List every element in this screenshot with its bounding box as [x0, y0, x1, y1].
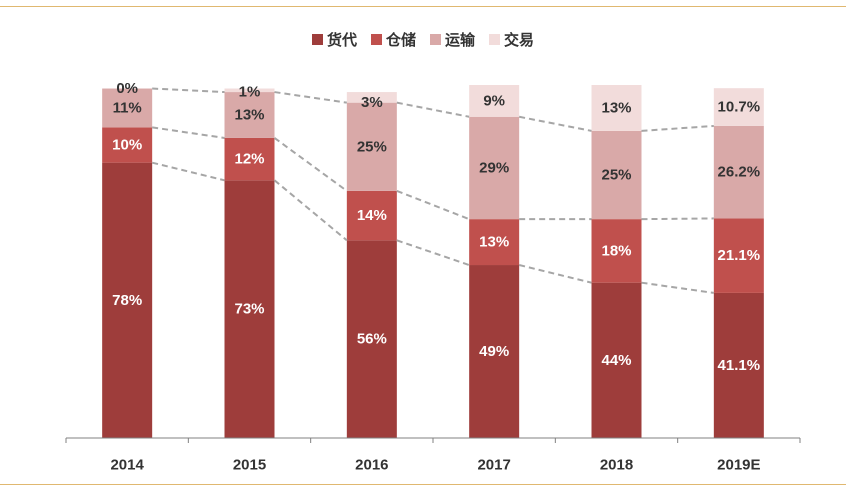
bars-group [102, 85, 764, 438]
legend-item-trading: 交易 [489, 29, 534, 50]
data-label-2014-2: 11% [113, 99, 142, 116]
data-label-2016-2: 25% [357, 138, 387, 155]
data-label-2015-0: 73% [234, 301, 264, 318]
bar-segment-2016-0 [346, 240, 397, 438]
bar-segment-2017-1 [469, 219, 520, 266]
bar-segment-2018-3 [591, 85, 642, 131]
bar-segment-2016-3 [346, 92, 397, 103]
connector-line-2-2 [396, 101, 470, 118]
data-label-2018-3: 13% [601, 99, 631, 116]
data-label-2016-1: 14% [357, 207, 387, 224]
connector-lines-group [151, 87, 714, 294]
connector-line-0-0 [151, 161, 225, 182]
data-label-2015-2: 13% [234, 107, 264, 124]
bar-segment-2019E-0 [713, 292, 764, 438]
x-tick-label-2018: 2018 [600, 457, 633, 474]
data-label-2016-3: 3% [361, 94, 383, 111]
data-label-2017-1: 13% [479, 234, 509, 251]
legend-item-transport: 运输 [430, 29, 475, 50]
data-label-2014-1: 10% [112, 137, 142, 154]
data-labels-group: 78% 10% 11% 0% 73% 12% 13% 1% 56% 14% 25% 3% 49% 13% 2… [112, 80, 760, 374]
data-label-2019E-0: 41.1% [718, 357, 761, 374]
data-label-2015-3: 1% [239, 84, 261, 101]
data-label-2016-0: 56% [357, 331, 387, 348]
x-tick-label-2016: 2016 [355, 457, 388, 474]
data-label-2014-0: 78% [112, 292, 142, 309]
data-label-2017-3: 9% [483, 92, 505, 109]
x-tick-label-2014: 2014 [110, 457, 144, 474]
bar-segment-2017-2 [469, 116, 520, 220]
bar-segment-2015-2 [224, 92, 275, 138]
bar-segment-2018-0 [591, 282, 642, 438]
legend-swatch-transport [430, 34, 441, 45]
data-label-2015-1: 12% [234, 151, 264, 168]
data-label-2014-3: 0% [116, 80, 138, 97]
legend-label-transport: 运输 [445, 32, 476, 49]
bottom-border [0, 484, 846, 485]
bar-segment-2015-1 [224, 137, 275, 181]
connector-line-2-1 [396, 189, 470, 221]
data-label-2018-1: 18% [601, 242, 631, 259]
bar-segment-2015-0 [224, 180, 275, 438]
bar-segment-2016-2 [346, 102, 397, 191]
bar-segment-2017-3 [469, 85, 520, 117]
connector-line-1-2 [274, 91, 347, 104]
bar-segment-2014-0 [102, 162, 153, 438]
data-label-2017-0: 49% [479, 343, 509, 360]
connector-line-4-2 [641, 124, 714, 132]
data-label-2018-0: 44% [601, 352, 631, 369]
connector-line-0-1 [152, 126, 225, 139]
x-tick-label-2019E: 2019E [717, 457, 760, 474]
bar-segment-2017-0 [469, 265, 520, 438]
legend-swatch-warehousing [370, 34, 382, 45]
x-axis-group: 2014 2015 2016 2017 2018 2019E [65, 437, 801, 474]
x-tick-label-2017: 2017 [477, 457, 510, 474]
legend-item-freight: 货代 [311, 29, 357, 50]
data-label-2019E-3: 10.7% [718, 99, 761, 116]
bar-segment-2019E-1 [713, 218, 764, 293]
connector-line-2-0 [396, 239, 470, 266]
data-label-2017-2: 29% [479, 159, 509, 176]
bar-segment-2015-3 [224, 88, 275, 93]
data-label-2019E-1: 21.1% [718, 247, 761, 264]
bar-segment-2016-1 [346, 190, 397, 241]
bar-segment-2019E-3 [713, 88, 764, 126]
data-label-2019E-2: 26.2% [718, 164, 761, 181]
legend-label-warehousing: 仓储 [385, 32, 416, 49]
bar-segment-2018-1 [591, 219, 642, 283]
top-border [0, 6, 846, 7]
bar-segment-2018-2 [591, 130, 642, 220]
bar-segment-2014-2 [102, 88, 153, 128]
connector-line-4-0 [641, 281, 714, 294]
legend-swatch-freight [311, 34, 323, 45]
chart-legend: 货代 仓储 运输 交易 [0, 29, 846, 50]
x-tick-label-2015: 2015 [233, 457, 266, 474]
connector-line-3-2 [518, 115, 592, 132]
connector-line-1-1 [273, 137, 348, 192]
connector-line-4-1 [641, 217, 714, 221]
legend-label-trading: 交易 [504, 32, 535, 49]
connector-line-3-0 [518, 264, 592, 284]
bar-segment-2014-1 [102, 127, 153, 163]
connector-line-1-0 [273, 179, 348, 242]
legend-label-freight: 货代 [326, 32, 357, 49]
bar-segment-2019E-2 [713, 125, 764, 219]
legend-swatch-trading [489, 34, 501, 45]
legend-item-warehousing: 仓储 [370, 29, 416, 50]
data-label-2018-2: 25% [601, 167, 631, 184]
connector-line-0-2 [152, 87, 225, 94]
